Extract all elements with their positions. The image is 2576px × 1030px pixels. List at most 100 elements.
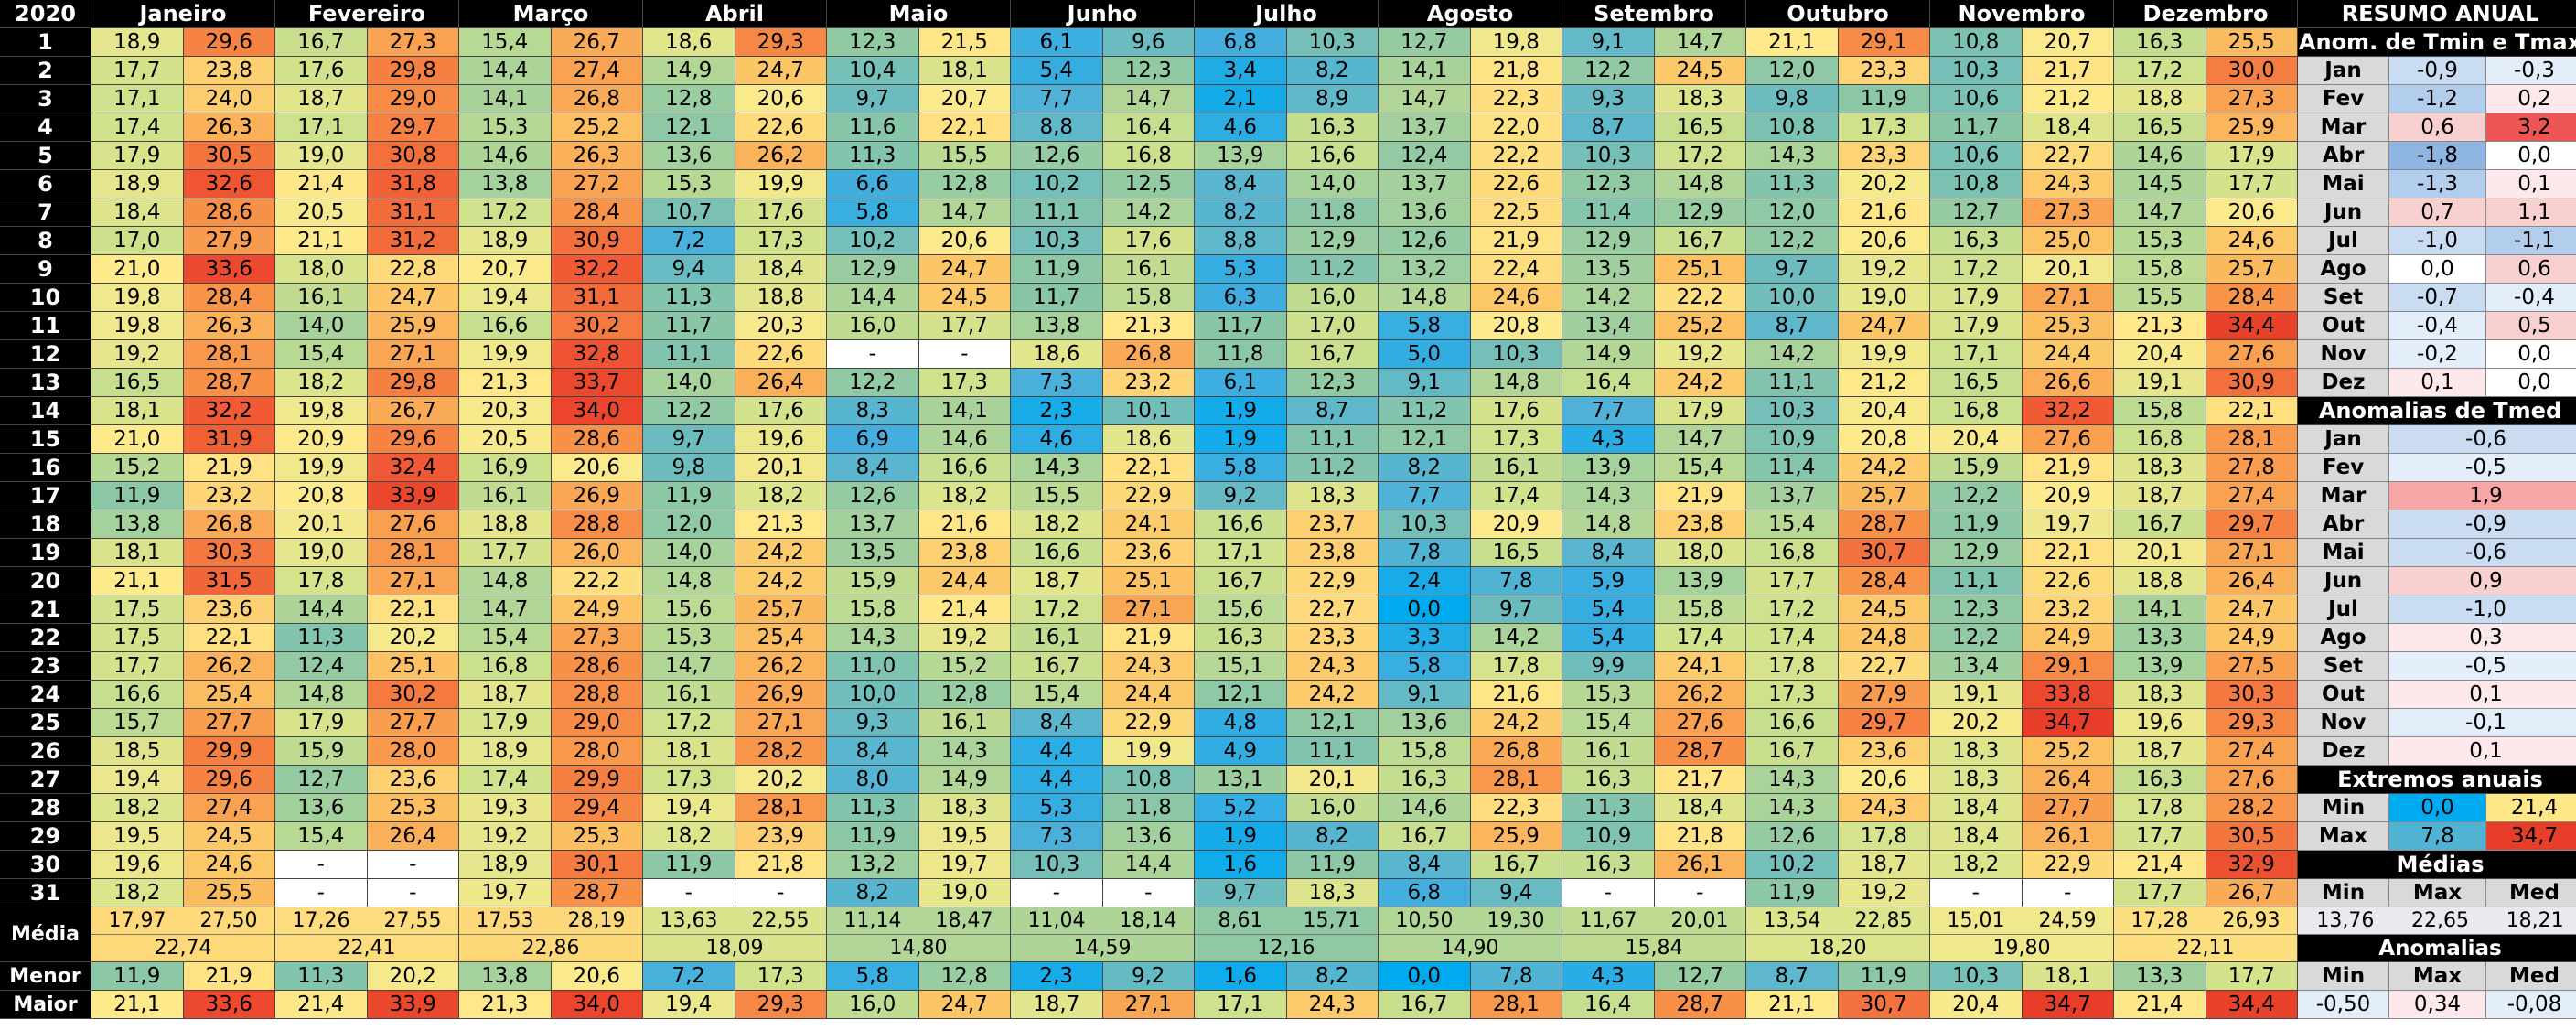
average-value: 27,55	[383, 909, 442, 932]
temp-cell: 14,3	[1746, 142, 1839, 170]
temp-cell: 24,2	[1470, 709, 1562, 737]
temp-cell: 26,4	[2022, 766, 2114, 794]
anom-max: 0,1	[2486, 170, 2576, 198]
temp-cell: 19,9	[1838, 340, 1930, 369]
anom-min: -1,2	[2389, 85, 2486, 113]
month-average: 13,63 22,55 18,09	[643, 907, 827, 962]
temp-cell: 18,2	[735, 482, 827, 510]
temp-cell: 14,6	[2114, 142, 2206, 170]
temp-cell: 15,8	[1379, 737, 1471, 766]
temp-cell: 15,9	[275, 737, 368, 766]
max-cell: 34,4	[2206, 991, 2298, 1019]
temp-cell: 13,2	[1379, 255, 1471, 284]
temp-cell: 29,6	[183, 766, 275, 794]
temp-cell: -	[367, 851, 459, 879]
temp-cell: 15,5	[1011, 482, 1103, 510]
average-value: 24,59	[2038, 909, 2097, 932]
average-value: 13,54	[1763, 909, 1821, 932]
temp-cell: 11,1	[1930, 567, 2023, 595]
temp-cell: 18,8	[459, 510, 552, 539]
temp-cell: 11,9	[827, 822, 919, 851]
temp-cell: 16,3	[1286, 113, 1379, 142]
temp-cell: 18,7	[1011, 567, 1103, 595]
temp-cell: 17,7	[2114, 879, 2206, 907]
temp-cell: 31,5	[183, 567, 275, 595]
temp-cell: 11,1	[1286, 425, 1379, 454]
temp-cell: 4,6	[1011, 425, 1103, 454]
temp-cell: 30,5	[183, 142, 275, 170]
temp-cell: 34,4	[2206, 312, 2298, 340]
temp-cell: 27,1	[1102, 595, 1195, 624]
temp-cell: 8,7	[1746, 312, 1839, 340]
temp-cell: 27,1	[735, 709, 827, 737]
temp-cell: 13,9	[1654, 567, 1746, 595]
temp-cell: 29,4	[551, 794, 643, 822]
min-cell: 17,7	[2206, 962, 2298, 991]
temp-cell: 19,5	[918, 822, 1011, 851]
temp-cell: 28,1	[183, 340, 275, 369]
average-value: 20,01	[1670, 909, 1729, 932]
month-header: Junho	[1011, 0, 1195, 28]
temp-cell: 15,4	[1562, 709, 1655, 737]
temp-cell: 18,7	[275, 85, 368, 113]
temp-cell: 10,2	[827, 227, 919, 255]
temp-cell: 8,7	[1286, 397, 1379, 425]
temp-cell: 12,9	[1654, 198, 1746, 227]
temp-cell: 12,8	[643, 85, 735, 113]
temp-cell: 12,9	[827, 255, 919, 284]
month-average: 10,50 19,30 14,90	[1379, 907, 1562, 962]
temp-cell: 29,7	[2206, 510, 2298, 539]
temp-cell: 11,3	[827, 794, 919, 822]
temp-cell: 10,4	[827, 57, 919, 85]
temp-cell: 19,8	[275, 397, 368, 425]
month-average: 11,14 18,47 14,80	[827, 907, 1011, 962]
max-cell: 21,1	[91, 991, 184, 1019]
temp-cell: 11,2	[1379, 397, 1471, 425]
temp-cell: 14,2	[1102, 198, 1195, 227]
month-average: 15,01 24,59 19,80	[1930, 907, 2114, 962]
temp-cell: 13,5	[1562, 255, 1655, 284]
temp-cell: 25,3	[2022, 312, 2114, 340]
temp-cell: 18,3	[918, 794, 1011, 822]
temp-cell: 25,1	[367, 652, 459, 681]
temp-cell: 29,0	[367, 85, 459, 113]
temp-cell: 30,2	[551, 312, 643, 340]
temp-cell: 26,1	[2022, 822, 2114, 851]
tmed-value: 0,3	[2389, 624, 2576, 652]
temp-cell: 5,4	[1562, 624, 1655, 652]
temp-cell: 15,6	[643, 595, 735, 624]
temp-cell: 22,9	[2022, 851, 2114, 879]
temp-cell: 18,9	[459, 227, 552, 255]
temp-cell: 25,1	[1654, 255, 1746, 284]
temp-cell: 5,4	[1562, 595, 1655, 624]
temp-cell: 22,0	[1470, 113, 1562, 142]
anom-max: 0,2	[2486, 85, 2576, 113]
temp-cell: 5,8	[1379, 652, 1471, 681]
temp-cell: 13,4	[1562, 312, 1655, 340]
temp-cell: 16,3	[1562, 766, 1655, 794]
temp-cell: 15,2	[918, 652, 1011, 681]
temp-cell: 18,2	[1011, 510, 1103, 539]
temp-cell: 14,1	[918, 397, 1011, 425]
temp-cell: 16,5	[2114, 113, 2206, 142]
temp-cell: 20,1	[275, 510, 368, 539]
temp-cell: 17,0	[91, 227, 184, 255]
temp-cell: 26,1	[1654, 851, 1746, 879]
temp-cell: 19,4	[643, 794, 735, 822]
temp-cell: 24,5	[1838, 595, 1930, 624]
temp-cell: 11,2	[1286, 255, 1379, 284]
temp-cell: 14,4	[459, 57, 552, 85]
temp-cell: 29,7	[367, 113, 459, 142]
temp-cell: 15,6	[1195, 595, 1287, 624]
temp-cell: 18,7	[2114, 737, 2206, 766]
temp-cell: 16,0	[827, 312, 919, 340]
temp-cell: 17,9	[91, 142, 184, 170]
temp-cell: 26,2	[735, 652, 827, 681]
temp-cell: 29,3	[735, 28, 827, 57]
min-cell: 7,2	[643, 962, 735, 991]
temp-cell: 20,8	[1838, 425, 1930, 454]
mean-value: 14,80	[827, 935, 1010, 961]
temp-cell: 20,7	[2022, 28, 2114, 57]
temp-cell: 28,7	[183, 369, 275, 397]
temp-cell: 14,4	[1102, 851, 1195, 879]
